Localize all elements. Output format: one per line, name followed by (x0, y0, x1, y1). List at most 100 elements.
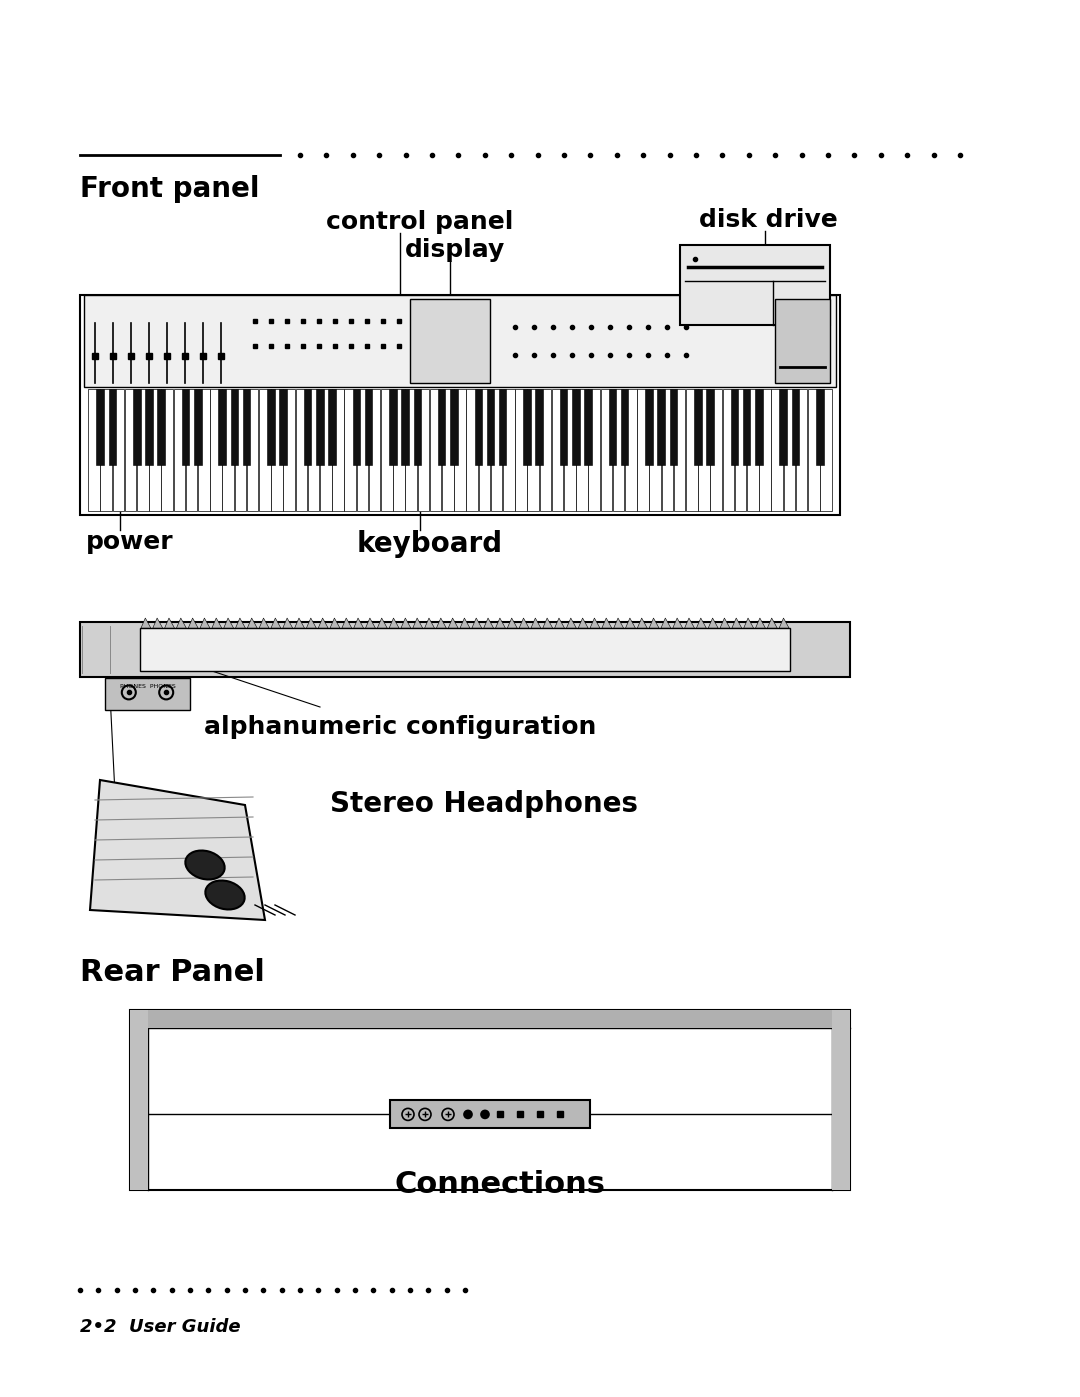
Bar (181, 390, 189, 465)
Bar (222, 390, 234, 511)
Bar (572, 390, 580, 465)
Polygon shape (732, 617, 742, 629)
Bar (674, 390, 686, 511)
Bar (345, 390, 356, 511)
Bar (490, 390, 502, 511)
Bar (267, 390, 274, 465)
Bar (450, 390, 458, 465)
Text: Stereo Headphones: Stereo Headphones (330, 789, 638, 819)
Polygon shape (519, 617, 529, 629)
Bar (352, 390, 360, 465)
Bar (589, 390, 600, 511)
Bar (637, 390, 649, 511)
Polygon shape (779, 617, 789, 629)
Polygon shape (141, 617, 151, 629)
Bar (455, 390, 465, 511)
Polygon shape (448, 617, 458, 629)
Polygon shape (212, 617, 221, 629)
Bar (271, 390, 283, 511)
Bar (625, 390, 636, 511)
Bar (296, 390, 307, 511)
Polygon shape (307, 617, 316, 629)
Polygon shape (377, 617, 388, 629)
Polygon shape (531, 617, 541, 629)
Bar (711, 390, 721, 511)
Bar (698, 390, 710, 511)
Bar (158, 390, 165, 465)
Polygon shape (224, 617, 233, 629)
Bar (137, 390, 149, 511)
Polygon shape (424, 617, 434, 629)
Bar (109, 390, 117, 465)
Bar (247, 390, 258, 511)
Bar (564, 390, 576, 511)
Text: disk drive: disk drive (699, 208, 837, 232)
Bar (186, 390, 198, 511)
Bar (174, 390, 186, 511)
Polygon shape (90, 780, 265, 921)
Bar (283, 390, 295, 511)
Bar (410, 299, 490, 383)
Bar (308, 390, 320, 511)
Bar (780, 390, 787, 465)
Polygon shape (401, 617, 410, 629)
Bar (808, 390, 820, 511)
Bar (612, 390, 624, 511)
Bar (365, 390, 373, 465)
Polygon shape (188, 617, 198, 629)
Bar (316, 390, 324, 465)
Bar (80, 295, 840, 515)
Polygon shape (756, 617, 766, 629)
Ellipse shape (205, 880, 245, 909)
Bar (125, 390, 136, 511)
Bar (576, 390, 588, 511)
Text: control panel: control panel (326, 210, 514, 235)
Bar (303, 390, 311, 465)
Polygon shape (235, 617, 245, 629)
Polygon shape (436, 617, 446, 629)
Polygon shape (484, 617, 494, 629)
Bar (130, 1010, 850, 1190)
Bar (112, 390, 124, 511)
Bar (515, 390, 527, 511)
Bar (759, 390, 771, 511)
Text: PHONES  PHONES: PHONES PHONES (120, 685, 175, 689)
Bar (381, 390, 393, 511)
Polygon shape (637, 617, 647, 629)
Bar (816, 390, 824, 465)
Bar (487, 390, 495, 465)
Bar (149, 390, 161, 511)
Bar (706, 390, 714, 465)
Bar (645, 390, 652, 465)
Bar (775, 299, 831, 383)
Polygon shape (673, 617, 683, 629)
Polygon shape (744, 617, 754, 629)
Bar (130, 1010, 148, 1190)
Bar (194, 390, 202, 465)
Polygon shape (661, 617, 671, 629)
Polygon shape (625, 617, 635, 629)
Bar (430, 390, 442, 511)
Polygon shape (496, 617, 505, 629)
Text: power: power (86, 529, 174, 555)
Polygon shape (508, 617, 517, 629)
Polygon shape (413, 617, 422, 629)
Polygon shape (283, 617, 293, 629)
Polygon shape (247, 617, 257, 629)
Bar (621, 390, 629, 465)
Bar (389, 390, 396, 465)
Bar (105, 678, 190, 710)
Bar (133, 390, 140, 465)
Bar (218, 390, 226, 465)
Bar (243, 390, 251, 465)
Bar (234, 390, 246, 511)
Polygon shape (720, 617, 730, 629)
Bar (405, 390, 417, 511)
Text: alphanumeric configuration: alphanumeric configuration (204, 715, 596, 739)
Bar (686, 390, 698, 511)
Polygon shape (330, 617, 340, 629)
Bar (609, 390, 617, 465)
Bar (540, 390, 551, 511)
Bar (649, 390, 661, 511)
Bar (140, 629, 789, 671)
